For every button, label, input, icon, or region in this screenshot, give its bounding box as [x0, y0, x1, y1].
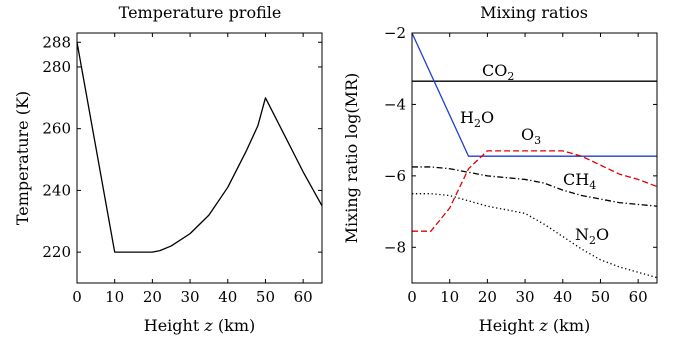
y-tick-label: 220 — [42, 243, 71, 261]
x-tick-label: 10 — [440, 288, 459, 306]
chart-panel-1: Temperature profile 0 10 20 30 40 50 60 220 240 26… — [13, 3, 323, 335]
y-tick-label: −8 — [384, 238, 406, 256]
x-tick-label: 30 — [516, 288, 535, 306]
x-tick-label: 60 — [294, 288, 313, 306]
y-axis-label: Temperature (K) — [13, 91, 32, 225]
series-line-h2o — [411, 32, 657, 157]
series-label: CO2 — [482, 61, 514, 83]
y-tick-label: −6 — [384, 167, 406, 185]
x-tick-label: 30 — [181, 288, 200, 306]
x-tick-label: 60 — [629, 288, 648, 306]
y-tick-label: −2 — [384, 24, 406, 42]
plot-frame — [411, 32, 658, 284]
y-tick-label: 240 — [42, 181, 71, 199]
x-tick-label: 20 — [143, 288, 162, 306]
series-label: N2O — [575, 225, 609, 247]
series-line-ch4 — [412, 166, 658, 207]
x-tick-label: 10 — [105, 288, 124, 306]
x-tick-label: 0 — [72, 288, 82, 306]
plot-frame — [76, 32, 323, 284]
x-tick-label: 40 — [218, 288, 237, 306]
x-tick-label: 40 — [553, 288, 572, 306]
x-tick-label: 50 — [256, 288, 275, 306]
series-line-o3 — [412, 150, 658, 232]
x-tick-label: 20 — [478, 288, 497, 306]
series-label: O3 — [521, 125, 541, 147]
y-tick-label: 260 — [42, 120, 71, 138]
y-axis-label: Mixing ratio log(MR) — [342, 73, 361, 244]
series-line-1 — [76, 42, 323, 253]
series-label: H2O — [460, 108, 494, 130]
x-tick-label: 50 — [591, 288, 610, 306]
y-tick-label: 280 — [42, 58, 71, 76]
x-axis-label: Height z (km) — [479, 316, 590, 335]
chart-title: Temperature profile — [119, 3, 282, 22]
chart-panel-2: Mixing ratios 0 10 20 30 40 50 60 −2 −4 −6 −8 Height… — [342, 3, 658, 335]
series-line-n2o — [412, 193, 658, 279]
chart-title: Mixing ratios — [480, 3, 588, 22]
y-tick-label: −4 — [384, 95, 406, 113]
series-label: CH4 — [563, 170, 596, 192]
x-axis-label: Height z (km) — [144, 316, 255, 335]
y-tick-label: 288 — [42, 33, 71, 51]
x-tick-label: 0 — [407, 288, 417, 306]
